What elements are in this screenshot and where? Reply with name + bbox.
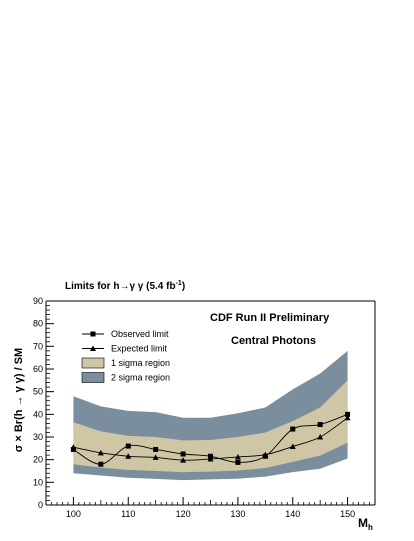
expected-limit-point xyxy=(207,455,214,462)
x-tick-label: 140 xyxy=(285,509,300,519)
observed-limit-point xyxy=(317,422,323,428)
expected-limit-point xyxy=(70,444,77,450)
legend: Observed limit Expected limit 1 sigma regi… xyxy=(81,329,170,383)
expected-limit-point xyxy=(97,449,104,456)
observed-limit-point xyxy=(153,446,159,452)
legend-expected-limit-label: Expected limit xyxy=(111,344,168,354)
chart-title: Limits for h→γ γ (5.4 fb-1) xyxy=(65,280,185,292)
x-tick-label: 110 xyxy=(121,509,135,519)
lines-layer xyxy=(70,411,351,467)
band-1-sigma-region xyxy=(73,380,348,473)
observed-limit-point xyxy=(345,411,351,417)
chart-title-superscript: -1 xyxy=(176,280,182,287)
y-tick-label: 10 xyxy=(33,477,43,487)
expected-limit-point xyxy=(234,453,241,460)
legend-2-sigma-region-label: 2 sigma region xyxy=(111,373,170,383)
expected-limit-point xyxy=(262,451,269,458)
legend-2-sigma-region-swatch xyxy=(81,372,105,383)
y-tick-label: 30 xyxy=(33,432,43,442)
legend-1-sigma-region-swatch xyxy=(81,357,105,369)
expected-limit-point xyxy=(344,414,351,421)
y-axis-label: σ × Br(h → γ γ) / SM xyxy=(13,348,25,452)
axes-layer: 0 10 20 30 40 50 60 70 80 90 100 110 120 130 140 150 xyxy=(33,296,376,519)
bands-layer xyxy=(73,350,348,481)
observed-limit-point xyxy=(180,451,186,457)
series-expected-limit xyxy=(70,414,351,463)
expected-limit-point xyxy=(180,457,187,463)
x-axis-label-subscript: h xyxy=(368,523,373,532)
x-tick-label: 130 xyxy=(230,509,245,519)
y-tick-label: 0 xyxy=(38,500,43,510)
chart-title-suffix: ) xyxy=(182,281,185,292)
y-tick-label: 80 xyxy=(33,319,43,329)
x-tick-label: 150 xyxy=(340,509,355,519)
x-axis-label-main: M xyxy=(358,516,368,530)
x-tick-label: 120 xyxy=(176,509,191,519)
observed-limit-point xyxy=(290,426,296,432)
y-tick-label: 70 xyxy=(33,341,43,351)
y-tick-label: 90 xyxy=(33,296,43,306)
legend-expected-limit-marker xyxy=(90,345,96,351)
y-tick-label: 20 xyxy=(33,455,43,465)
legend-1-sigma-region-label: 1 sigma region xyxy=(111,358,170,368)
expected-limit-point xyxy=(125,453,132,459)
observed-limit-point xyxy=(98,461,104,467)
x-tick-label: 100 xyxy=(66,509,81,519)
y-tick-label: 60 xyxy=(33,364,43,374)
expected-limit-point xyxy=(289,443,296,450)
x-axis-label: Mh xyxy=(358,516,373,532)
chart-title-main: Limits for h→γ γ (5.4 fb xyxy=(65,281,176,292)
observed-limit-point xyxy=(235,459,241,465)
legend-observed-limit-label: Observed limit xyxy=(111,329,169,339)
annotation-central-photons: Central Photons xyxy=(231,335,316,347)
y-tick-label: 50 xyxy=(33,387,43,397)
observed-limit-point xyxy=(125,443,131,449)
annotation-cdf: CDF Run II Preliminary xyxy=(210,312,330,324)
legend-observed-limit-marker xyxy=(90,331,96,337)
expected-limit-point xyxy=(317,434,324,440)
y-tick-label: 40 xyxy=(33,409,43,419)
expected-limit-point xyxy=(152,454,159,460)
